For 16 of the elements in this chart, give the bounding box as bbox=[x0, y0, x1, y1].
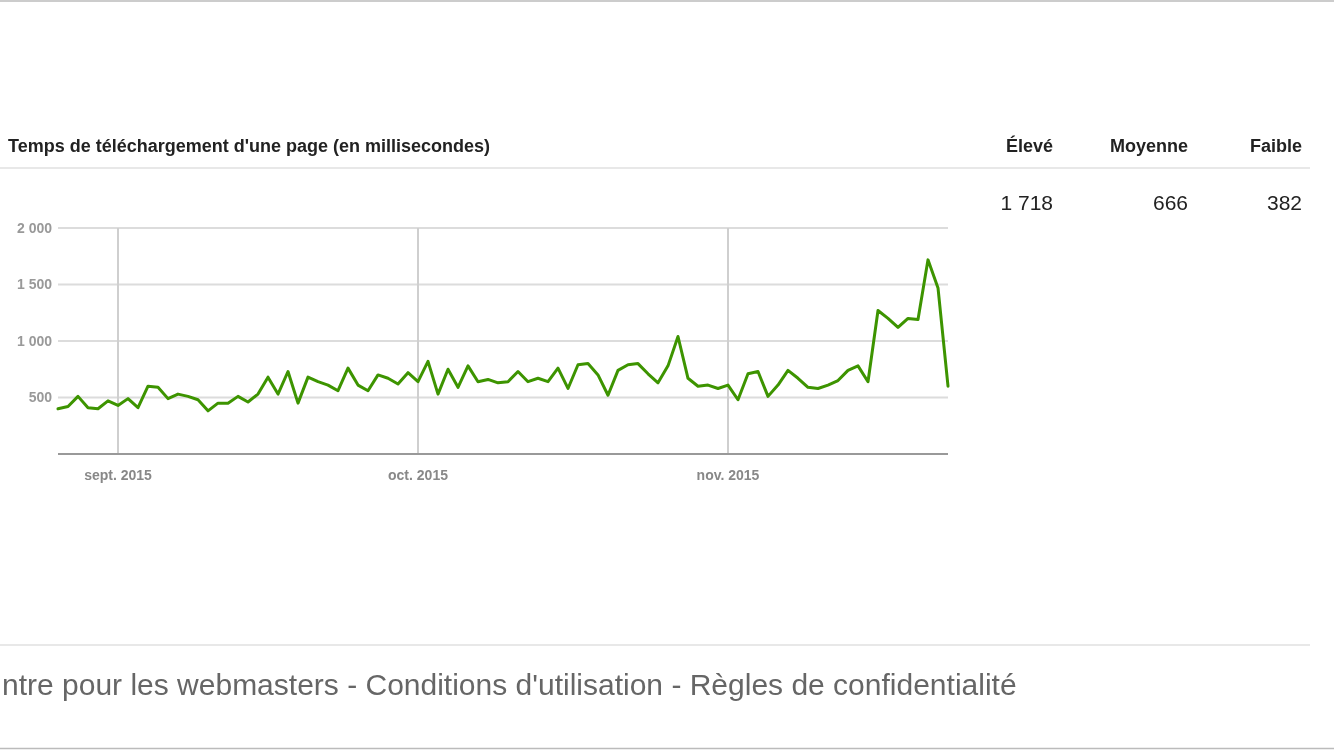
x-tick-label: nov. 2015 bbox=[696, 467, 760, 483]
chart-title: Temps de téléchargement d'une page (en millisecondes) bbox=[8, 136, 491, 156]
text: Faible bbox=[1249, 136, 1302, 156]
x-tick-label: oct. 2015 bbox=[388, 467, 449, 483]
text: Élevé bbox=[1005, 135, 1053, 156]
text: Moyenne bbox=[1109, 136, 1188, 156]
y-tick-label: 500 bbox=[28, 389, 53, 406]
line-series bbox=[56, 258, 950, 413]
text: 382 bbox=[1266, 191, 1302, 214]
text: 1 718 bbox=[1000, 191, 1053, 214]
text: ntre pour les webmasters - Conditions d'utilisation - Règles de confidentialité bbox=[2, 668, 1017, 701]
y-tick-label: 1 000 bbox=[16, 332, 53, 349]
y-tick-label: 1 500 bbox=[16, 276, 53, 293]
y-tick-label: 2 000 bbox=[16, 219, 53, 236]
text: 666 bbox=[1152, 191, 1188, 214]
x-tick-label: sept. 2015 bbox=[84, 467, 153, 483]
